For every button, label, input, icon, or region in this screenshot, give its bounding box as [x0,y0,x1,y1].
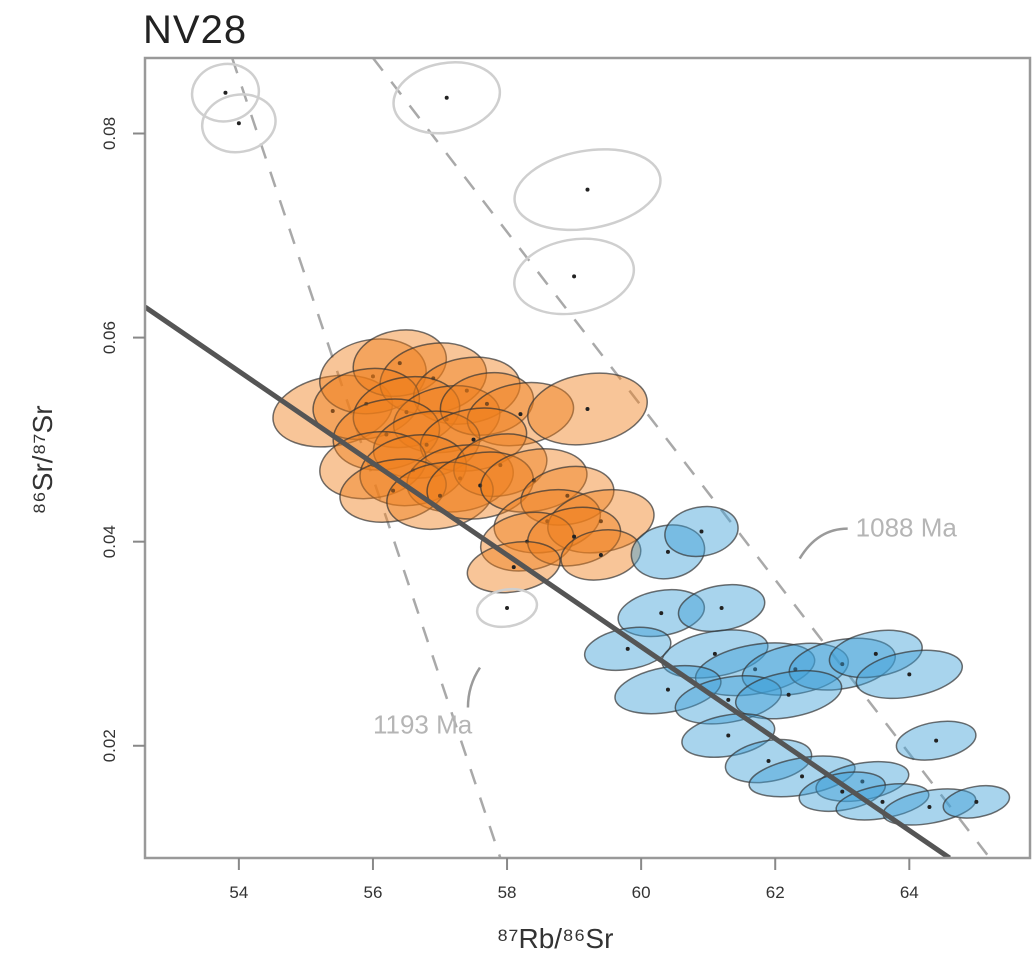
data-point-s1-20 [438,493,442,498]
data-point-s3-3 [444,95,449,100]
annotation-label-2: 1088 Ma [856,513,958,543]
chart-title: NV28 [143,8,248,52]
x-tick-label-62: 62 [766,883,785,902]
reference-line-2 [371,58,991,858]
plot-area [145,58,1011,858]
data-point-s2-1 [665,549,670,554]
data-point-s3-6 [505,606,510,610]
x-tick-label-60: 60 [632,883,651,902]
data-point-s1-28 [598,552,603,557]
annotation-arrow-2 [798,527,848,560]
x-tick-label-64: 64 [900,883,919,902]
data-point-s2-14 [786,692,791,697]
data-point-s2-20 [840,789,845,794]
data-ellipse-s3-1 [190,62,261,123]
x-tick-label-58: 58 [498,883,517,902]
data-ellipse-s3-4 [513,148,662,232]
data-point-s1-2 [370,374,375,379]
annotations: 1193 Ma 1088 Ma [373,513,957,740]
data-ellipse-s3-5 [513,237,636,316]
data-point-s1-18 [498,463,503,468]
data-point-s2-7 [753,667,758,672]
data-point-s3-2 [236,121,241,126]
y-tick-label-0.06: 0.06 [100,321,119,354]
data-point-s1-9 [484,401,489,406]
data-ellipse-s3-3 [392,61,502,135]
data-point-s3-1 [223,90,228,95]
data-point-s1-3 [397,361,402,366]
y-tick-label-0.02: 0.02 [100,729,119,762]
data-point-s1-7 [404,410,409,415]
y-tick-label-0.08: 0.08 [100,117,119,150]
data-point-s3-4 [585,187,590,192]
axes: 54 56 58 60 62 64 0.02 0.04 0.06 0.08 [100,117,919,902]
data-point-s2-23 [974,799,979,804]
data-ellipse-s3-2 [200,93,277,154]
data-point-s2-13 [726,697,731,702]
data-point-s1-14 [471,437,476,442]
data-point-s2-6 [712,651,717,656]
data-point-s2-4 [719,606,724,610]
x-tick-label-54: 54 [229,883,248,902]
data-point-s1-8 [444,417,449,422]
data-point-s2-21 [880,799,885,804]
x-tick-label-56: 56 [363,883,382,902]
data-point-s2-18 [800,774,805,779]
plot-frame [143,56,1032,860]
data-point-s1-29 [511,565,516,570]
data-point-s1-27 [572,534,577,539]
x-axis-title: ⁸⁷Rb/⁸⁶Sr [497,923,614,954]
data-point-s1-11 [585,407,590,412]
data-point-s1-12 [384,432,389,437]
annotation-arrow-1 [466,666,481,708]
data-point-s2-17 [934,738,939,743]
data-ellipse-s3-6 [475,587,539,629]
data-point-s2-22 [927,804,932,809]
y-tick-label-0.04: 0.04 [100,525,119,558]
data-point-s1-25 [598,519,603,524]
data-point-s2-10 [873,651,878,656]
data-point-s2-5 [625,646,630,651]
y-axis-title: ⁸⁶Sr/⁸⁷Sr [27,405,58,514]
data-point-s2-11 [907,672,912,677]
data-point-s2-9 [840,662,845,667]
isochron-line [145,304,951,858]
data-point-s2-19 [860,779,865,784]
annotation-label-1: 1193 Ma [373,710,473,740]
data-point-s1-13 [424,442,429,447]
data-point-s2-12 [665,687,670,692]
data-point-s1-23 [565,493,570,498]
data-point-s1-19 [391,488,396,493]
data-point-s2-15 [726,733,731,738]
data-point-s1-1 [330,409,335,414]
data-point-s1-5 [464,388,469,393]
data-point-s2-3 [659,611,664,616]
data-point-s2-8 [793,667,798,672]
data-point-s2-2 [699,529,704,534]
data-point-s1-10 [518,412,523,417]
data-point-s3-5 [572,274,577,279]
data-point-s2-16 [766,759,771,764]
data-point-s1-17 [458,476,463,481]
